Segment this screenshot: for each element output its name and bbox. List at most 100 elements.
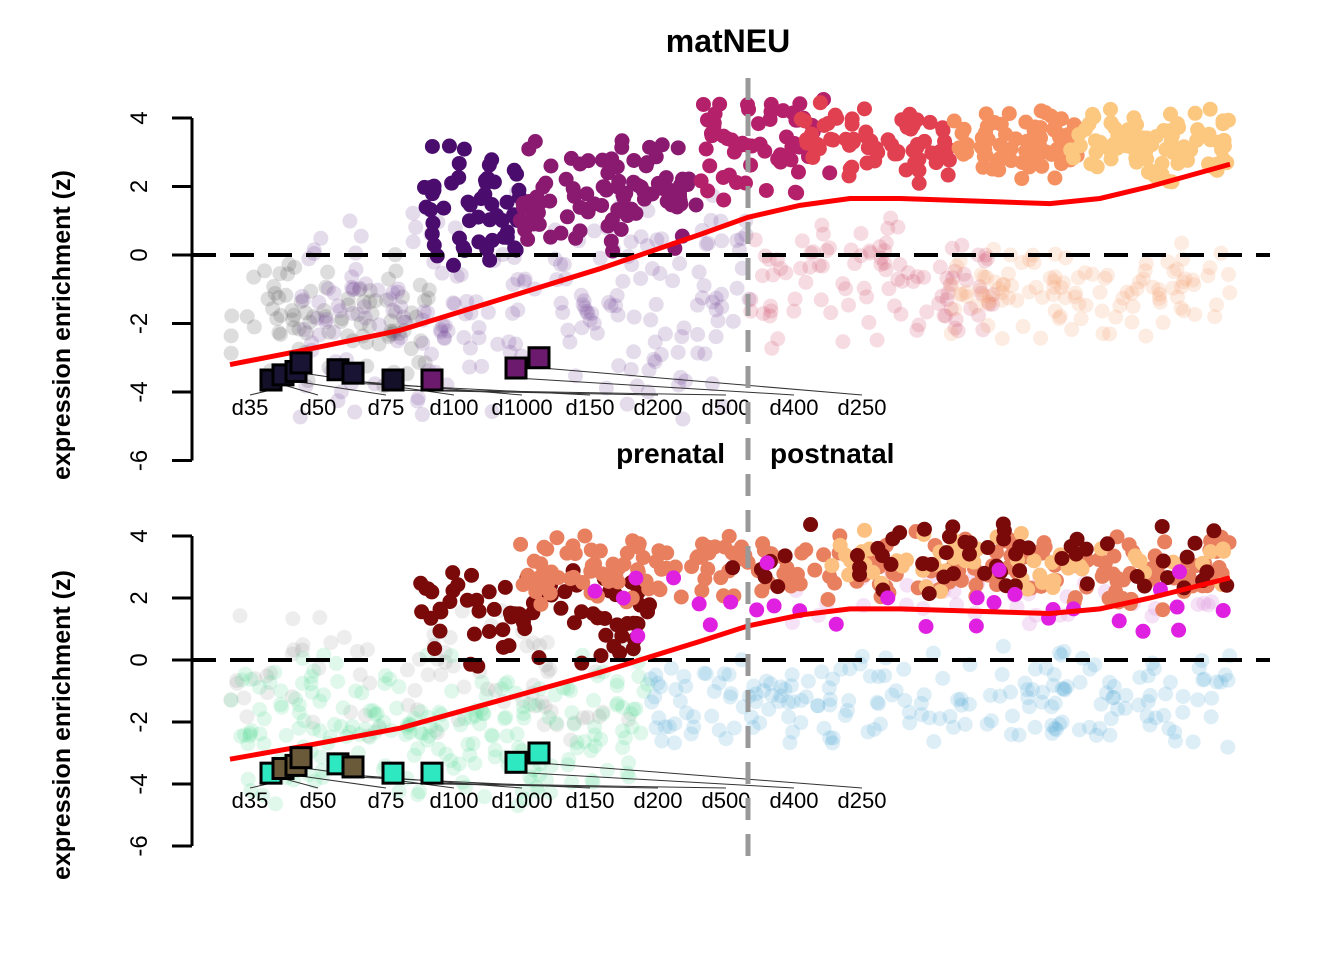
data-point — [507, 240, 523, 256]
data-point — [438, 746, 454, 762]
data-point — [499, 229, 515, 245]
data-point — [560, 322, 576, 338]
data-point — [1176, 139, 1192, 155]
data-point — [1220, 739, 1236, 755]
data-point — [833, 661, 849, 677]
data-point — [892, 257, 908, 273]
data-point — [257, 263, 273, 279]
data-point — [1187, 105, 1203, 121]
data-point — [711, 675, 727, 691]
data-point — [321, 324, 337, 340]
data-point — [787, 291, 803, 307]
data-point — [515, 196, 531, 212]
data-point — [849, 548, 865, 564]
data-point — [763, 303, 779, 319]
data-point — [585, 692, 601, 708]
data-point — [497, 579, 513, 595]
data-point — [672, 181, 688, 197]
data-point — [609, 697, 625, 713]
data-point — [778, 265, 794, 281]
y-tick-label: 4 — [126, 529, 153, 542]
data-point — [648, 720, 664, 736]
data-point — [1110, 701, 1126, 717]
data-point — [822, 730, 838, 746]
data-point — [1025, 682, 1041, 698]
data-point — [1170, 289, 1186, 305]
data-point — [344, 718, 360, 734]
data-point — [421, 282, 437, 298]
data-point — [405, 205, 421, 221]
data-point — [773, 150, 789, 166]
data-point — [1213, 674, 1229, 690]
data-point — [1028, 279, 1044, 295]
data-point — [925, 645, 941, 661]
data-point — [286, 320, 302, 336]
data-point — [343, 704, 359, 720]
data-point — [800, 673, 816, 689]
data-point — [1047, 119, 1063, 135]
data-point — [450, 577, 466, 593]
data-point — [729, 280, 745, 296]
data-point — [759, 673, 775, 689]
data-point — [427, 641, 443, 657]
data-point — [893, 306, 909, 322]
data-point — [690, 345, 706, 361]
data-point — [525, 635, 541, 651]
data-point — [667, 735, 683, 751]
data-point — [860, 724, 876, 740]
data-point — [704, 294, 720, 310]
data-point — [1068, 285, 1084, 301]
data-point — [793, 260, 809, 276]
data-point — [1057, 682, 1073, 698]
data-point — [411, 651, 427, 667]
data-point — [743, 157, 759, 173]
data-point — [1175, 274, 1191, 290]
data-point — [410, 390, 426, 406]
data-point — [997, 126, 1013, 142]
data-point — [404, 305, 420, 321]
marker-label: d1000 — [491, 395, 552, 420]
data-point — [442, 594, 458, 610]
data-point — [1151, 282, 1167, 298]
data-point — [752, 715, 768, 731]
data-point — [353, 315, 369, 331]
data-point — [516, 274, 532, 290]
data-point — [814, 258, 830, 274]
data-point — [224, 308, 240, 324]
data-point — [822, 691, 838, 707]
data-point — [272, 266, 288, 282]
data-point — [1195, 672, 1211, 688]
marker-leader-line — [295, 380, 387, 396]
data-point — [323, 635, 339, 651]
data-point — [417, 293, 433, 309]
data-point — [260, 291, 276, 307]
data-point — [815, 226, 831, 242]
data-point — [356, 294, 372, 310]
data-point — [420, 667, 436, 683]
data-point — [1101, 590, 1117, 606]
data-point — [480, 304, 496, 320]
data-point — [486, 601, 502, 617]
data-point — [246, 319, 262, 335]
data-point — [1000, 266, 1016, 282]
data-point — [522, 696, 538, 712]
data-point — [1008, 546, 1024, 562]
data-point — [1047, 269, 1063, 285]
data-point — [591, 709, 607, 725]
data-point — [295, 637, 311, 653]
data-point — [520, 231, 536, 247]
data-point — [505, 277, 521, 293]
data-point — [1051, 716, 1067, 732]
data-point — [881, 281, 897, 297]
data-point — [615, 739, 631, 755]
marker-d150 — [341, 361, 365, 385]
data-point — [1102, 326, 1118, 342]
data-point — [603, 233, 619, 249]
data-point — [371, 336, 387, 352]
data-point — [636, 683, 652, 699]
marker-label: d50 — [300, 395, 337, 420]
data-point — [871, 669, 887, 685]
data-point — [306, 663, 322, 679]
data-point — [444, 175, 460, 191]
data-point — [1172, 564, 1188, 580]
